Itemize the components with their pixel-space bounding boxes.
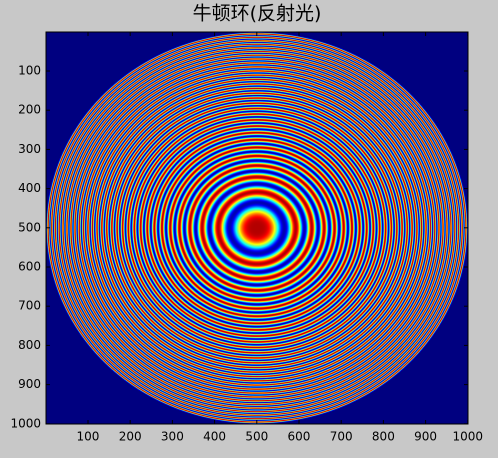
x-tick-label: 200 [119,430,142,444]
chart-title: 牛顿环(反射光) [193,3,322,25]
x-tick-label: 100 [77,430,100,444]
x-tick-label: 500 [245,430,268,444]
y-tick-label: 400 [18,181,41,195]
x-tick-label: 600 [288,430,311,444]
x-tick-label: 900 [414,430,437,444]
y-tick-label: 200 [18,103,41,117]
y-tick-label: 900 [18,377,41,391]
x-tick-label: 700 [330,430,353,444]
y-tick-label: 700 [18,299,41,313]
y-tick-label: 500 [18,220,41,234]
y-tick-label: 1000 [10,416,41,430]
y-tick-label: 300 [18,142,41,156]
x-tick-label: 800 [372,430,395,444]
y-tick-label: 600 [18,260,41,274]
x-tick-label: 1000 [453,430,484,444]
y-tick-label: 800 [18,338,41,352]
x-tick-label: 400 [203,430,226,444]
y-tick-label: 100 [18,64,41,78]
ring-pattern [46,32,468,424]
x-tick-label: 300 [161,430,184,444]
